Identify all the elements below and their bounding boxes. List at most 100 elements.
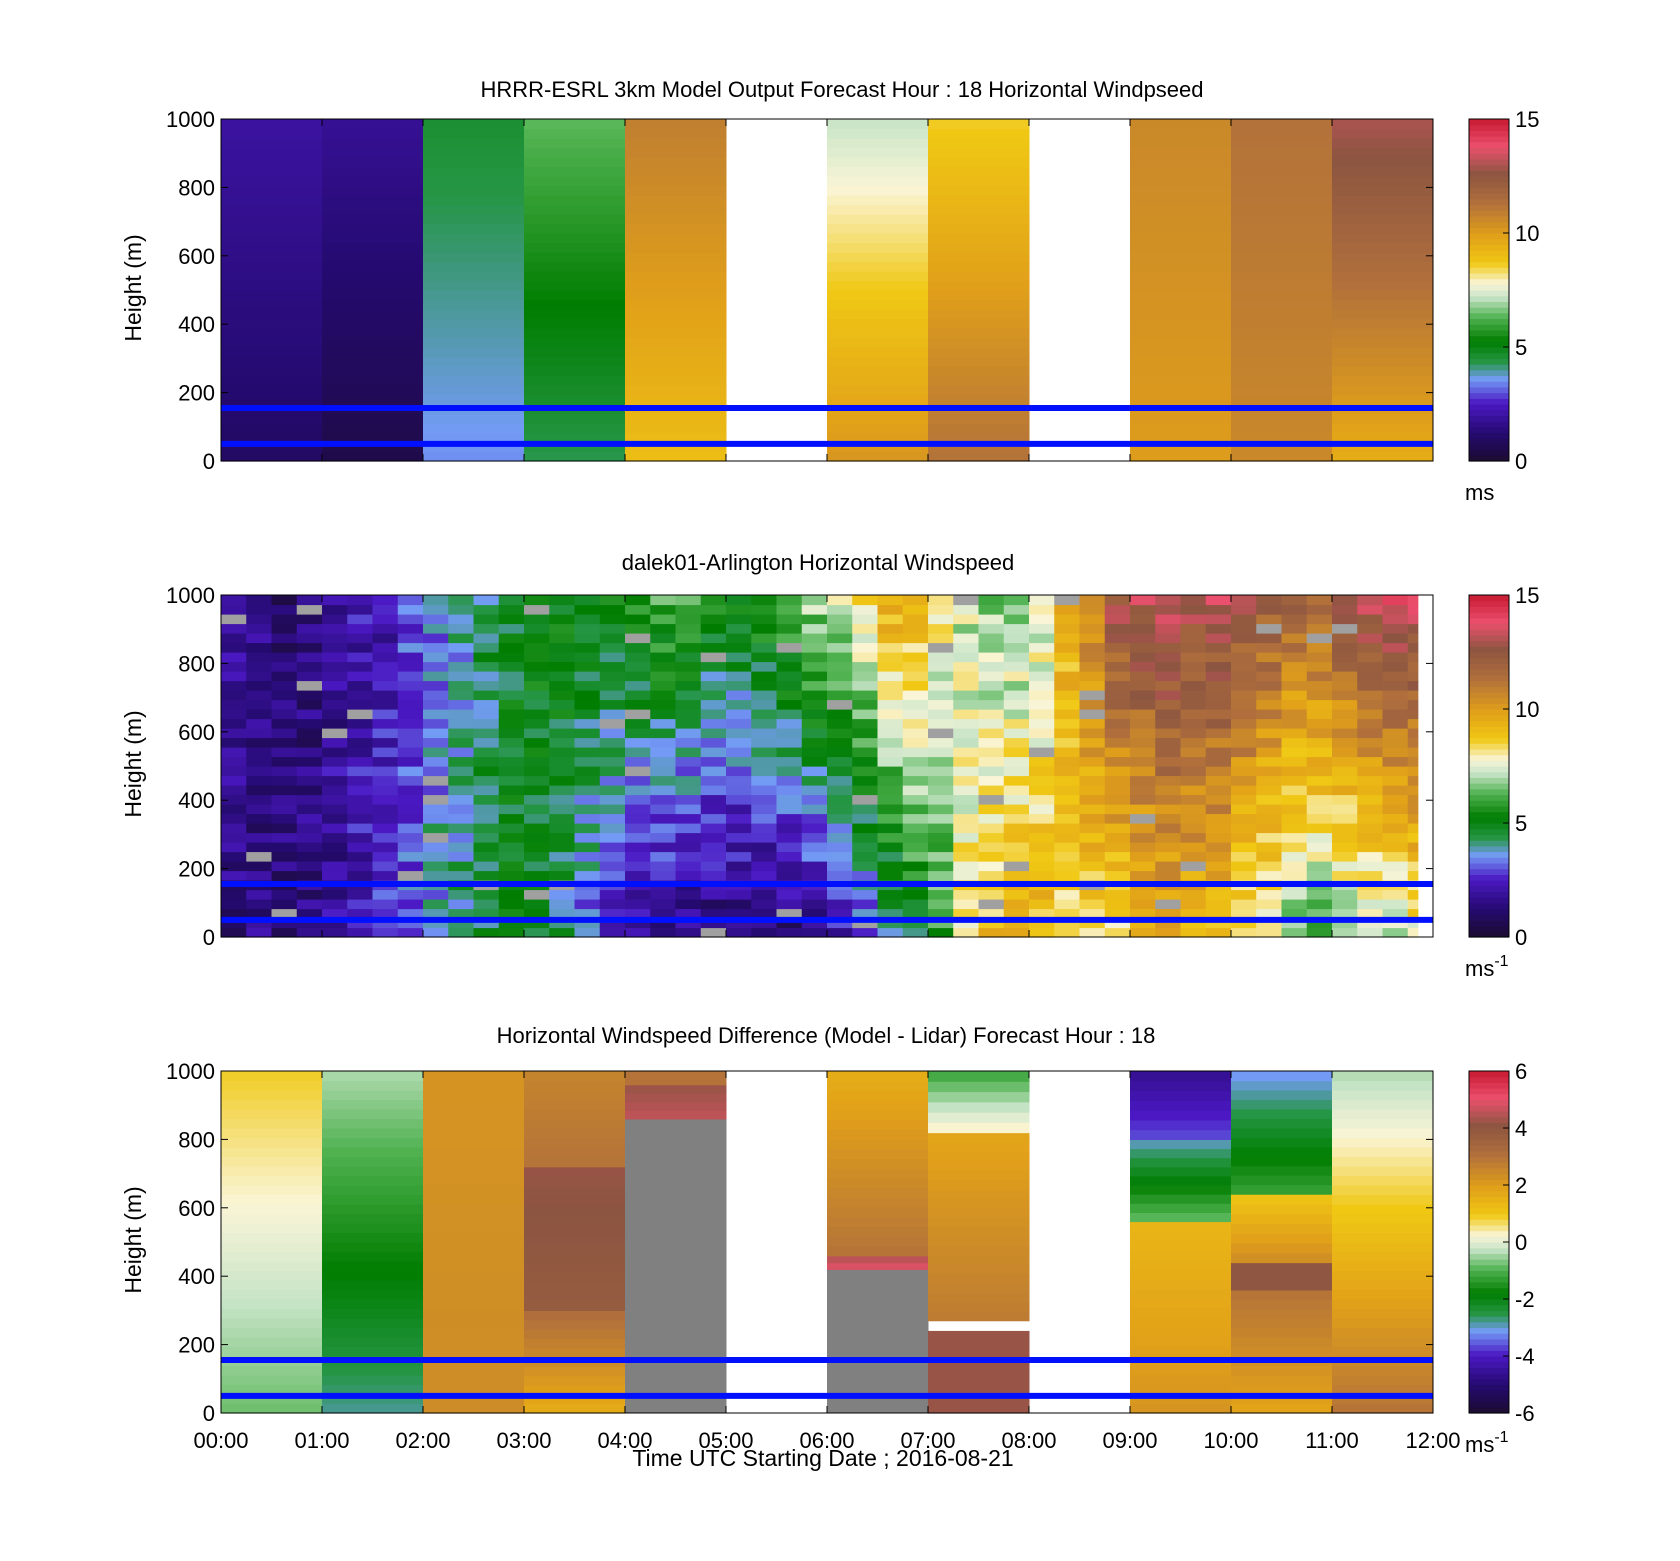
heatmap-cell <box>423 166 525 177</box>
heatmap-cell <box>1256 699 1282 710</box>
heatmap-cell <box>827 1129 929 1140</box>
heatmap-cell <box>1231 128 1333 139</box>
heatmap-cell <box>524 233 626 244</box>
heatmap-cell <box>423 1375 525 1386</box>
heatmap-cell <box>296 842 323 853</box>
heatmap-cell <box>650 899 676 910</box>
heatmap-cell <box>599 737 626 748</box>
heatmap-cell <box>902 671 929 682</box>
heatmap-cell <box>675 899 702 910</box>
heatmap-cell <box>498 756 525 767</box>
heatmap-cell <box>1306 899 1333 910</box>
heatmap-cell <box>221 1318 323 1329</box>
heatmap-cell <box>1231 1289 1333 1300</box>
heatmap-cell <box>397 804 424 815</box>
heatmap-cell <box>1029 652 1055 663</box>
colorbar-cell <box>1469 874 1509 881</box>
heatmap-cell <box>599 642 626 653</box>
heatmap-cell <box>852 918 878 929</box>
heatmap-cell <box>498 861 525 872</box>
heatmap-cell <box>1130 671 1156 682</box>
heatmap-cell <box>322 366 424 377</box>
colorbar-cell <box>1469 1139 1509 1146</box>
heatmap-cell <box>978 756 1005 767</box>
heatmap-cell <box>877 908 904 919</box>
colorbar-cell <box>1469 897 1509 904</box>
heatmap-cell <box>1256 747 1282 758</box>
heatmap-cell <box>1130 1345 1232 1357</box>
heatmap-cell <box>397 652 424 663</box>
heatmap-cell <box>953 642 979 653</box>
heatmap-cell <box>1003 775 1030 786</box>
heatmap-cell <box>498 614 525 625</box>
lidar-panel: dalek01-Arlington Horizontal Windspeed H… <box>120 550 1539 981</box>
heatmap-cell <box>271 699 298 710</box>
heatmap-cell <box>397 775 424 786</box>
missing-data-cell <box>827 1269 929 1413</box>
heatmap-cell <box>625 889 651 900</box>
heatmap-cell <box>221 290 323 301</box>
heatmap-cell <box>625 128 727 139</box>
heatmap-cell <box>726 595 752 606</box>
heatmap-cell <box>1231 233 1333 244</box>
heatmap-cell <box>827 214 929 225</box>
heatmap-cell <box>1104 699 1131 710</box>
heatmap-cell <box>928 128 1030 139</box>
heatmap-cell <box>322 1109 424 1120</box>
heatmap-cell <box>1180 813 1207 824</box>
heatmap-cell <box>574 642 601 653</box>
heatmap-cell <box>902 908 929 919</box>
heatmap-cell <box>322 1299 424 1310</box>
heatmap-cell <box>1231 889 1257 900</box>
heatmap-cell <box>852 870 878 881</box>
heatmap-cell <box>524 1338 626 1349</box>
heatmap-cell <box>1079 671 1106 682</box>
heatmap-cell <box>625 699 651 710</box>
heatmap-cell <box>625 633 651 644</box>
heatmap-cell <box>650 861 676 872</box>
heatmap-cell <box>271 851 298 862</box>
heatmap-cell <box>700 794 727 805</box>
heatmap-cell <box>221 842 247 853</box>
heatmap-cell <box>1281 785 1308 796</box>
heatmap-cell <box>953 614 979 625</box>
colorbar-tick-label: 10 <box>1515 221 1539 246</box>
heatmap-cell <box>221 1280 323 1291</box>
heatmap-cell <box>928 271 1030 282</box>
heatmap-cell <box>1130 747 1156 758</box>
heatmap-cell <box>852 927 878 938</box>
heatmap-cell <box>221 851 247 862</box>
heatmap-cell <box>625 119 727 130</box>
heatmap-cell <box>549 623 575 634</box>
heatmap-cell <box>1281 870 1308 881</box>
heatmap-cell <box>1180 699 1207 710</box>
colorbar-cell <box>1469 1356 1509 1363</box>
heatmap-cell <box>221 394 323 405</box>
colorbar-cell <box>1469 1384 1509 1391</box>
heatmap-cell <box>599 661 626 672</box>
heatmap-cell <box>271 823 298 834</box>
heatmap-cell <box>1003 709 1030 720</box>
heatmap-cell <box>852 813 878 824</box>
heatmap-cell <box>221 1071 323 1082</box>
heatmap-cell <box>827 1119 929 1130</box>
heatmap-cell <box>1256 927 1282 938</box>
heatmap-cell <box>322 927 348 938</box>
heatmap-cell <box>296 699 323 710</box>
heatmap-cell <box>928 242 1030 253</box>
colorbar-cell <box>1469 324 1509 331</box>
heatmap-cell <box>953 652 979 663</box>
heatmap-cell <box>1130 823 1156 834</box>
heatmap-cell <box>827 223 929 234</box>
heatmap-cell <box>271 775 298 786</box>
heatmap-cell <box>1231 918 1257 929</box>
heatmap-cell <box>928 1254 1030 1265</box>
colorbar-cell <box>1469 731 1509 739</box>
colorbar-cell <box>1469 1162 1509 1169</box>
heatmap-cell <box>423 356 525 367</box>
heatmap-cell <box>221 1147 323 1158</box>
heatmap-cell <box>801 709 828 720</box>
y-tick-label: 0 <box>203 449 215 474</box>
heatmap-cell <box>322 1280 424 1291</box>
heatmap-cell <box>625 318 727 329</box>
